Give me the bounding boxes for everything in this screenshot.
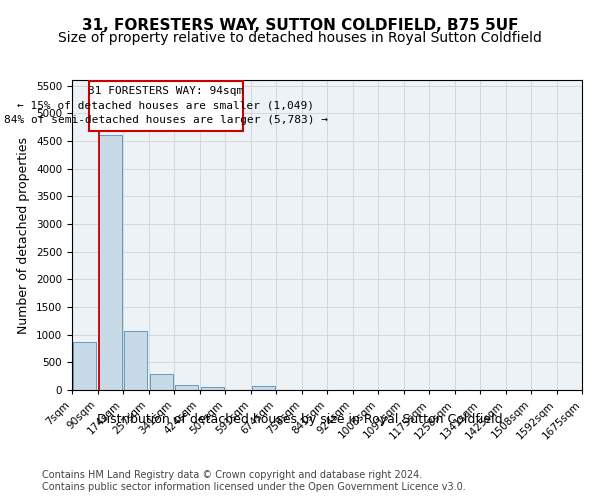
Bar (252, 386, 275, 390)
Text: 31 FORESTERS WAY: 94sqm: 31 FORESTERS WAY: 94sqm (88, 86, 244, 96)
Bar (150, 374, 173, 390)
Text: ← 15% of detached houses are smaller (1,049): ← 15% of detached houses are smaller (1,… (17, 100, 314, 110)
Bar (73, 342, 96, 390)
Text: 31, FORESTERS WAY, SUTTON COLDFIELD, B75 5UF: 31, FORESTERS WAY, SUTTON COLDFIELD, B75… (82, 18, 518, 32)
Y-axis label: Number of detached properties: Number of detached properties (17, 136, 31, 334)
Text: Distribution of detached houses by size in Royal Sutton Coldfield: Distribution of detached houses by size … (97, 412, 503, 426)
Bar (99, 136, 122, 390)
FancyBboxPatch shape (89, 81, 243, 131)
Text: 84% of semi-detached houses are larger (5,783) →: 84% of semi-detached houses are larger (… (4, 115, 328, 125)
Text: Size of property relative to detached houses in Royal Sutton Coldfield: Size of property relative to detached ho… (58, 31, 542, 45)
Bar (124, 332, 147, 390)
Text: Contains public sector information licensed under the Open Government Licence v3: Contains public sector information licen… (42, 482, 466, 492)
Text: Contains HM Land Registry data © Crown copyright and database right 2024.: Contains HM Land Registry data © Crown c… (42, 470, 422, 480)
Bar (175, 386, 198, 390)
Bar (201, 386, 224, 390)
